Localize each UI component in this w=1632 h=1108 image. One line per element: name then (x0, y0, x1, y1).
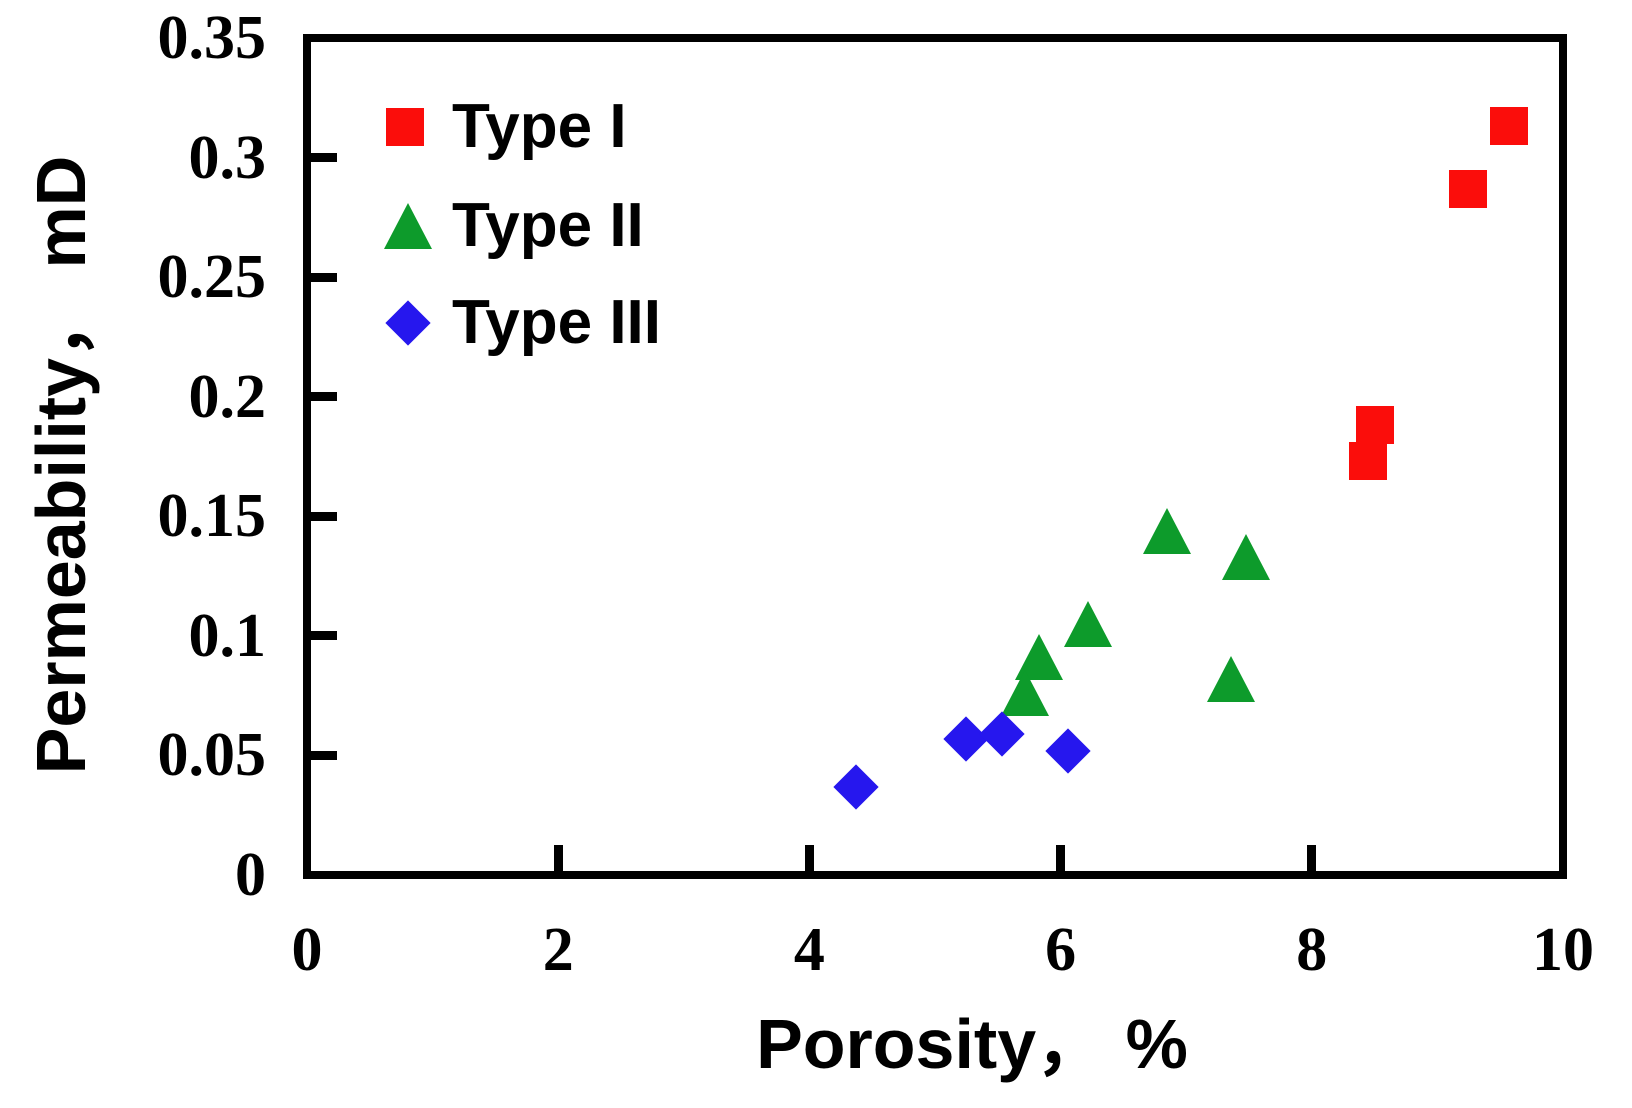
data-point-triangle (1222, 533, 1271, 580)
data-point-square (1489, 107, 1528, 146)
x-axis-title: Porosity， % (756, 1005, 1188, 1083)
x-tick-label: 8 (1296, 916, 1328, 984)
legend-label-type-2: Type II (452, 191, 644, 260)
y-tick-label: 0.25 (157, 243, 267, 312)
x-tick-label: 6 (1045, 916, 1077, 984)
y-tick-label: 0.1 (188, 601, 267, 670)
data-point-square (1448, 169, 1487, 208)
y-tick-mark (311, 511, 337, 521)
y-tick-label: 0.2 (188, 362, 267, 431)
x-tick-mark (1056, 845, 1066, 871)
y-tick-mark (311, 272, 337, 282)
data-point-square (1349, 442, 1388, 481)
data-point-triangle (1001, 670, 1050, 717)
x-tick-mark (1307, 845, 1317, 871)
legend-triangle-icon (384, 203, 432, 249)
x-tick-label: 0 (291, 916, 323, 984)
x-tick-label: 4 (793, 916, 825, 984)
y-tick-label: 0.35 (157, 4, 267, 72)
y-tick-mark (311, 750, 337, 760)
y-tick-label: 0.15 (157, 482, 267, 551)
data-point-triangle (1143, 507, 1192, 554)
data-point-triangle (1207, 655, 1256, 702)
x-tick-mark (553, 845, 563, 871)
legend-square-icon (386, 108, 424, 146)
y-tick-mark (311, 631, 337, 641)
x-tick-label: 10 (1532, 916, 1594, 984)
data-point-triangle (1064, 600, 1113, 647)
data-point-square (1355, 406, 1394, 445)
x-tick-label: 2 (542, 916, 574, 984)
y-tick-mark (311, 153, 337, 163)
legend-label-type-1: Type I (452, 92, 627, 161)
legend-label-type-3: Type III (452, 288, 662, 357)
y-axis-title: Permeability， mD (22, 155, 100, 775)
y-tick-label: 0.05 (157, 721, 267, 790)
y-tick-label: 0 (235, 841, 266, 909)
y-tick-label: 0.3 (188, 123, 267, 192)
y-tick-mark (311, 392, 337, 402)
x-tick-mark (804, 845, 814, 871)
